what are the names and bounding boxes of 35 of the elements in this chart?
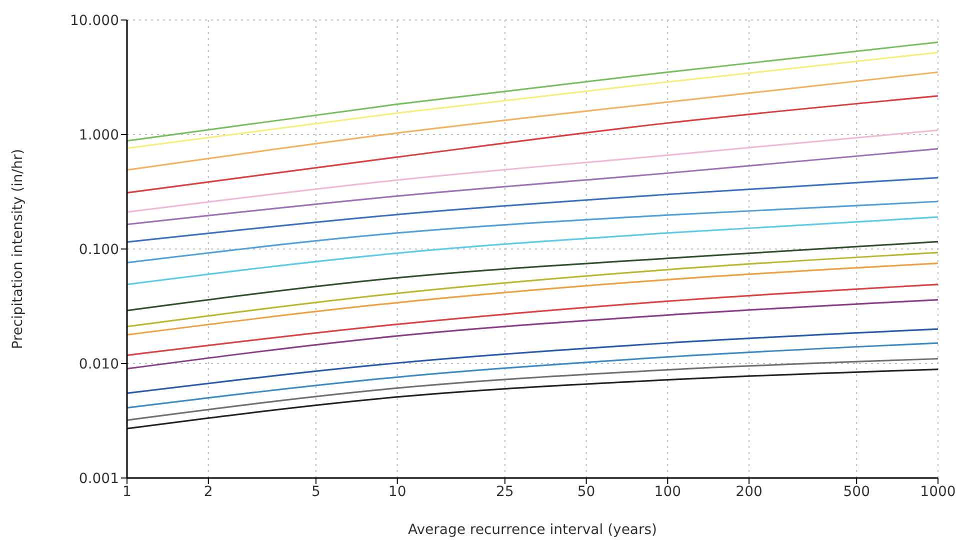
line-series: [127, 200, 938, 264]
y-tick-label: 0.010: [78, 356, 119, 372]
line-series: [127, 358, 938, 421]
line-series: [127, 216, 938, 286]
y-tick-label: 0.100: [78, 242, 119, 258]
x-tick-label: 500: [843, 484, 870, 500]
line-series: [127, 342, 938, 409]
line-series: [127, 328, 938, 394]
line-series: [127, 284, 938, 356]
line-series: [127, 368, 938, 430]
x-tick-label: 100: [654, 484, 682, 500]
line-series: [127, 262, 938, 336]
line-series: [127, 52, 938, 149]
line-series: [127, 299, 938, 370]
x-tick-label: 1000: [920, 484, 956, 500]
x-tick-label: 200: [736, 484, 762, 500]
line-series: [127, 95, 938, 194]
x-tick-label: 25: [496, 484, 514, 500]
line-series: [127, 240, 938, 312]
x-tick-label: 5: [311, 484, 320, 500]
x-tick-label: 2: [204, 484, 213, 500]
line-series: [127, 148, 938, 226]
x-tick-label: 1: [122, 484, 132, 500]
x-tick-label: 10: [388, 484, 406, 500]
y-tick-label: 0.001: [78, 470, 119, 487]
line-series: [127, 252, 938, 328]
y-tick-label: 10.000: [70, 12, 119, 29]
x-tick-label: 50: [577, 484, 596, 500]
y-tick-label: 1.000: [78, 127, 119, 144]
y-axis-title: Precipitation intensity (in/hr): [10, 148, 26, 350]
x-axis-title: Average recurrence interval (years): [408, 522, 658, 538]
line-series: [127, 129, 938, 213]
line-series: [127, 71, 938, 171]
line-series: [127, 41, 938, 142]
line-series: [127, 176, 938, 243]
